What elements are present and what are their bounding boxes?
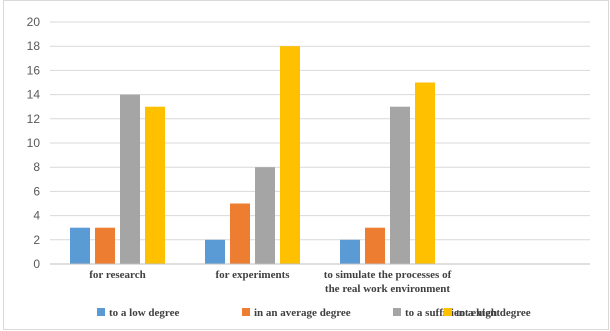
x-category-label: for research (89, 269, 146, 281)
y-tick-label: 12 (27, 112, 41, 126)
y-tick-label: 20 (27, 15, 41, 29)
legend-item[interactable]: in an average degree (242, 307, 351, 319)
y-tick-label: 16 (27, 63, 41, 77)
legend-swatch (242, 308, 250, 316)
bar (390, 106, 410, 264)
legend-swatch (444, 308, 452, 316)
bar (230, 203, 250, 264)
legend-item[interactable]: to a high degree (444, 307, 531, 319)
y-tick-label: 14 (27, 88, 41, 102)
legend-item[interactable]: to a sufficient extent (393, 307, 500, 319)
legend-swatch (97, 308, 105, 316)
y-tick-label: 2 (33, 233, 40, 247)
bar (145, 106, 165, 264)
x-axis-category-labels: for research for experiments to simulate t… (89, 269, 451, 295)
legend-label: to a high degree (456, 307, 531, 319)
legend-label: in an average degree (254, 307, 351, 319)
legend-swatch (393, 308, 401, 316)
legend-label: to a low degree (109, 307, 179, 319)
bar (280, 46, 300, 265)
x-category-label: to simulate the processes of (324, 269, 452, 281)
bar (255, 167, 275, 264)
y-axis-ticks: 0 2 4 6 8 10 12 14 16 18 20 (27, 15, 41, 271)
chart-frame (3, 0, 609, 330)
y-tick-label: 10 (27, 136, 41, 150)
y-tick-label: 0 (33, 257, 40, 271)
legend[interactable]: to a low degree in an average degree to a … (97, 307, 531, 319)
legend-item[interactable]: to a low degree (97, 307, 179, 319)
bar (70, 227, 90, 264)
y-tick-label: 18 (27, 39, 41, 53)
bar (415, 82, 435, 264)
bar (340, 239, 360, 264)
bar (365, 227, 385, 264)
y-tick-label: 6 (33, 184, 40, 198)
bar (205, 239, 225, 264)
x-category-label: for experiments (215, 269, 290, 281)
y-tick-label: 4 (33, 209, 40, 223)
bars (70, 46, 435, 265)
x-category-label: the real work environment (325, 283, 450, 295)
bar (120, 94, 140, 264)
y-tick-label: 8 (33, 160, 40, 174)
bar (95, 227, 115, 264)
legend-label: to a sufficient extent (405, 307, 500, 319)
